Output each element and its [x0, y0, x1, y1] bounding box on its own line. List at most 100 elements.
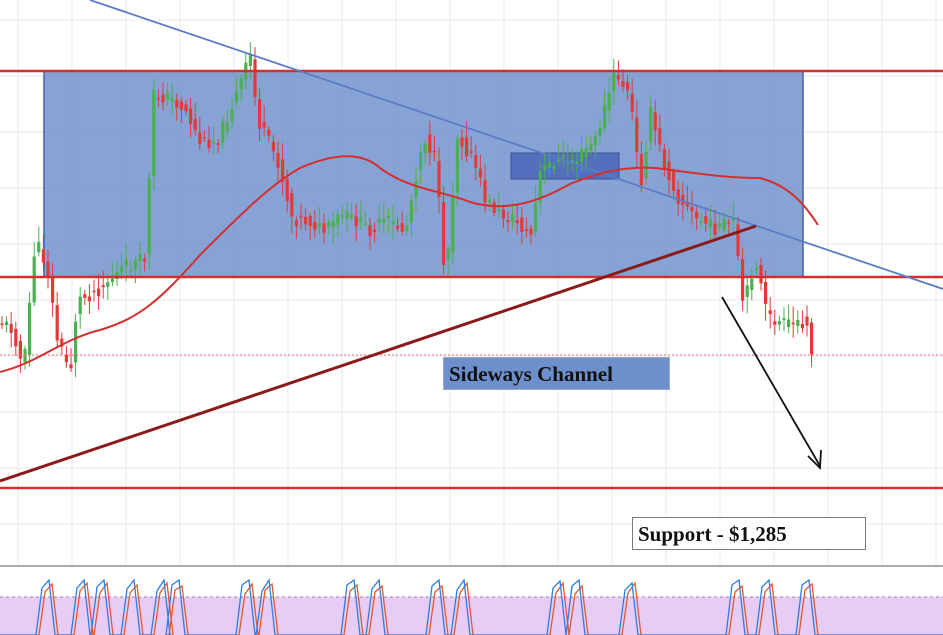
candle-body — [368, 225, 372, 237]
candle-body — [92, 290, 96, 293]
candle-body — [78, 296, 82, 315]
candle-body — [662, 149, 666, 168]
candle-body — [327, 221, 331, 227]
candle-body — [409, 200, 413, 223]
candle-body — [143, 258, 147, 262]
candle-body — [713, 223, 717, 235]
candle-body — [543, 164, 547, 170]
candle-body — [731, 218, 735, 221]
candle-body — [474, 155, 478, 168]
projection-arrow-shaft — [721, 296, 821, 467]
candle-body — [253, 59, 257, 98]
candle-body — [83, 294, 87, 298]
candle-body — [285, 178, 289, 202]
candle-body — [511, 214, 515, 223]
candle-body — [354, 216, 358, 227]
candle-body — [437, 161, 441, 198]
candle-body — [478, 168, 482, 178]
candle-body — [55, 305, 59, 341]
candle-body — [170, 97, 174, 102]
candle-body — [359, 217, 363, 222]
candle-body — [350, 214, 354, 219]
candle-body — [179, 101, 183, 110]
channel-label: Sideways Channel — [443, 357, 670, 390]
candle-body — [331, 221, 335, 228]
candle-body — [764, 282, 768, 304]
candle-body — [373, 229, 377, 233]
candle-body — [46, 261, 50, 277]
candle-body — [593, 136, 597, 146]
candle-body — [616, 75, 620, 80]
candle-body — [442, 202, 446, 266]
candle-body — [630, 93, 634, 112]
candle-body — [649, 106, 653, 143]
candle-body — [589, 144, 593, 151]
projection-arrow-head — [807, 449, 822, 471]
candle-body — [258, 98, 262, 129]
candle-body — [635, 117, 639, 153]
candle-body — [175, 99, 179, 108]
candle-body — [235, 91, 239, 103]
candle-body — [741, 259, 745, 301]
candle-body — [198, 132, 202, 144]
candle-body — [382, 219, 386, 223]
candle-body — [432, 150, 436, 153]
candle-body — [497, 209, 501, 211]
candle-body — [294, 220, 298, 226]
candle-body — [74, 321, 78, 363]
candle-body — [248, 54, 252, 66]
candle-body — [584, 148, 588, 158]
candle-body — [492, 202, 496, 213]
candle-body — [676, 189, 680, 204]
candle-body — [598, 127, 602, 136]
candle-body — [810, 322, 814, 355]
candle-body — [230, 109, 234, 122]
candle-body — [428, 134, 432, 153]
candle-body — [225, 122, 229, 131]
candle-body — [110, 278, 114, 282]
candle-body — [161, 94, 165, 103]
candle-body — [745, 285, 749, 298]
candle-body — [41, 249, 45, 263]
candle-body — [446, 248, 450, 260]
candle-body — [28, 302, 32, 355]
candle-body — [787, 319, 791, 328]
candle-body — [699, 221, 703, 224]
candle-body — [23, 349, 27, 363]
candle-body — [469, 151, 473, 153]
candle-body — [37, 241, 41, 253]
support-label: Support - $1,285 — [632, 517, 866, 550]
candle-body — [216, 143, 220, 145]
candle-body — [345, 211, 349, 219]
candle-body — [575, 161, 579, 165]
candle-body — [152, 90, 156, 177]
candle-body — [262, 121, 266, 128]
candle-body — [391, 220, 395, 225]
candle-body — [460, 137, 464, 147]
candle-body — [193, 118, 197, 131]
candle-body — [14, 328, 18, 347]
candle-body — [580, 148, 584, 162]
candle-body — [773, 321, 777, 325]
candle-body — [465, 137, 469, 157]
candle-body — [212, 141, 216, 144]
candle-body — [621, 81, 625, 87]
candle-body — [419, 151, 423, 171]
candle-body — [60, 338, 64, 347]
candle-body — [156, 97, 160, 100]
candle-body — [690, 207, 694, 212]
candle-body — [603, 105, 607, 129]
candle-body — [768, 310, 772, 314]
candle-body — [538, 171, 542, 203]
candle-body — [0, 323, 4, 325]
moving-average-line — [0, 155, 819, 373]
candle-body — [386, 215, 390, 219]
candle-body — [405, 225, 409, 232]
candle-body — [5, 321, 9, 325]
candle-body — [782, 317, 786, 320]
candle-body — [147, 177, 151, 255]
candle-body — [64, 354, 68, 363]
candle-body — [658, 128, 662, 145]
candle-body — [313, 221, 317, 230]
